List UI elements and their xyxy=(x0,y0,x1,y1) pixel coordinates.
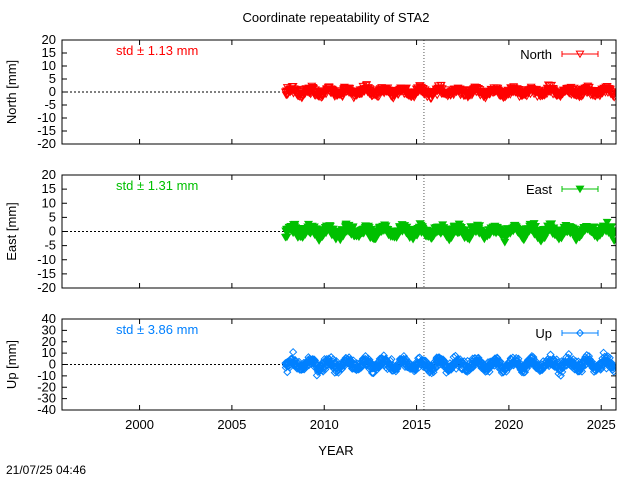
x-tick-label: 2010 xyxy=(310,417,339,432)
data-point xyxy=(365,355,374,364)
x-axis-label: YEAR xyxy=(318,443,353,458)
data-point xyxy=(609,367,616,376)
data-point xyxy=(500,238,510,247)
y-tick-label: 15 xyxy=(42,181,56,196)
y-axis-label: North [mm] xyxy=(4,60,19,124)
std-annotation: std ± 1.13 mm xyxy=(116,43,198,58)
x-tick-label: 2025 xyxy=(587,417,616,432)
data-point xyxy=(578,363,587,372)
data-point xyxy=(607,223,616,232)
series-north xyxy=(280,81,616,103)
y-tick-label: -40 xyxy=(37,402,56,417)
timestamp: 21/07/25 04:46 xyxy=(6,463,86,477)
legend-label: East xyxy=(526,182,552,197)
y-tick-label: -10 xyxy=(37,252,56,267)
x-tick-label: 2000 xyxy=(125,417,154,432)
y-tick-label: -10 xyxy=(37,110,56,125)
data-point xyxy=(367,368,377,377)
y-tick-label: -5 xyxy=(44,97,56,112)
chart-title: Coordinate repeatability of STA2 xyxy=(243,10,430,25)
data-point xyxy=(436,84,445,93)
plot-frame xyxy=(61,174,617,289)
data-point xyxy=(392,362,401,371)
legend: Up xyxy=(535,326,599,341)
data-point xyxy=(609,237,616,245)
x-tick-label: 2015 xyxy=(402,417,431,432)
y-tick-label: 10 xyxy=(42,345,56,360)
std-annotation: std ± 3.86 mm xyxy=(116,322,198,337)
legend-marker xyxy=(575,185,585,194)
y-tick-label: 5 xyxy=(49,209,56,224)
legend-marker xyxy=(575,328,585,338)
data-point xyxy=(475,222,485,230)
x-tick-label: 2020 xyxy=(494,417,523,432)
series-east xyxy=(280,218,616,247)
y-tick-label: 20 xyxy=(42,167,56,182)
legend-label: Up xyxy=(535,326,552,341)
data-point xyxy=(485,367,494,376)
data-point xyxy=(577,367,587,376)
y-tick-label: 40 xyxy=(42,311,56,326)
data-point xyxy=(379,351,388,360)
y-axis-label: East [mm] xyxy=(4,202,19,261)
data-point xyxy=(479,359,488,368)
y-axis-label: Up [mm] xyxy=(4,340,19,389)
data-point xyxy=(599,348,608,357)
data-point xyxy=(474,353,483,362)
data-point xyxy=(547,220,557,228)
y-tick-label: -15 xyxy=(37,266,56,281)
y-tick-label: -30 xyxy=(37,391,56,406)
x-tick-label: 2005 xyxy=(217,417,246,432)
y-tick-label: 0 xyxy=(49,84,56,99)
data-point xyxy=(558,367,567,377)
plot-frame xyxy=(61,39,617,145)
y-tick-label: 0 xyxy=(49,357,56,372)
legend: North xyxy=(520,47,599,62)
y-tick-label: -20 xyxy=(37,136,56,151)
y-tick-label: -20 xyxy=(37,280,56,295)
data-point xyxy=(387,354,396,364)
data-point xyxy=(602,218,612,227)
data-point xyxy=(610,363,616,373)
y-tick-label: 15 xyxy=(42,45,56,60)
y-tick-label: 20 xyxy=(42,334,56,349)
data-point xyxy=(289,347,298,357)
data-point xyxy=(401,84,411,93)
legend-label: North xyxy=(520,47,552,62)
y-tick-label: 5 xyxy=(49,71,56,86)
data-point xyxy=(607,358,616,368)
y-tick-label: 30 xyxy=(42,322,56,337)
legend: East xyxy=(526,182,599,197)
data-point xyxy=(531,223,541,231)
y-tick-label: 10 xyxy=(42,58,56,73)
data-point xyxy=(549,355,558,364)
plot-frame xyxy=(61,318,617,411)
data-point xyxy=(430,362,440,371)
y-tick-label: 0 xyxy=(49,224,56,239)
data-point xyxy=(348,223,358,232)
y-tick-label: -5 xyxy=(44,238,56,253)
std-annotation: std ± 1.31 mm xyxy=(116,178,198,193)
y-tick-label: 10 xyxy=(42,195,56,210)
y-tick-label: 20 xyxy=(42,32,56,47)
data-point xyxy=(346,356,356,365)
data-point xyxy=(288,358,297,367)
y-tick-label: -20 xyxy=(37,379,56,394)
y-tick-label: -10 xyxy=(37,368,56,383)
y-tick-label: -15 xyxy=(37,123,56,138)
series-up xyxy=(281,347,616,380)
data-point xyxy=(432,91,442,100)
legend-marker xyxy=(575,50,585,59)
